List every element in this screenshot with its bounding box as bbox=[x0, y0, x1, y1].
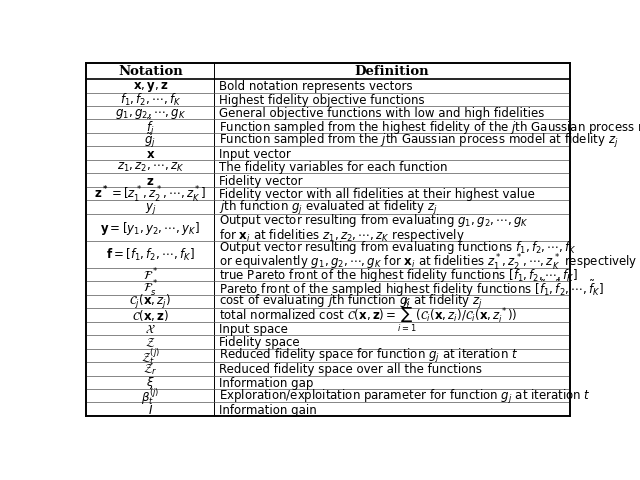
Text: $\mathcal{Z}$: $\mathcal{Z}$ bbox=[145, 336, 156, 348]
Text: $\beta_t^{(j)}$: $\beta_t^{(j)}$ bbox=[141, 385, 159, 406]
Text: Highest fidelity objective functions: Highest fidelity objective functions bbox=[219, 94, 424, 107]
Text: $y_j$: $y_j$ bbox=[145, 200, 156, 215]
Text: General objective functions with low and high fidelities: General objective functions with low and… bbox=[219, 107, 545, 120]
Text: $\mathcal{F}_s^*$: $\mathcal{F}_s^*$ bbox=[143, 278, 158, 299]
Text: $\tilde{f}_j$: $\tilde{f}_j$ bbox=[146, 116, 154, 138]
Text: $\mathrm{Reduced\ fidelity\ space\ for\ function\ }g_j\mathrm{\ at\ iteration\ }: $\mathrm{Reduced\ fidelity\ space\ for\ … bbox=[219, 347, 518, 364]
Text: $\mathrm{for\ }\mathbf{x}_i\mathrm{\ at\ fidelities\ }z_1, z_2, \cdots, z_K\math: $\mathrm{for\ }\mathbf{x}_i\mathrm{\ at\… bbox=[219, 227, 465, 243]
Text: Fidelity vector with all fidelities at their highest value: Fidelity vector with all fidelities at t… bbox=[219, 188, 535, 201]
Text: Bold notation represents vectors: Bold notation represents vectors bbox=[219, 80, 413, 93]
Text: $\tilde{g}_j$: $\tilde{g}_j$ bbox=[145, 131, 156, 150]
Text: The fidelity variables for each function: The fidelity variables for each function bbox=[219, 161, 447, 174]
Text: $\mathrm{Function\ sampled\ from\ the\ }j\mathrm{th\ Gaussian\ process\ model\ a: $\mathrm{Function\ sampled\ from\ the\ }… bbox=[219, 132, 618, 149]
Text: $\mathrm{Output\ vector\ resulting\ from\ evaluating\ }g_1, g_2, \cdots, g_K$: $\mathrm{Output\ vector\ resulting\ from… bbox=[219, 212, 529, 229]
Text: $\mathbf{z}$: $\mathbf{z}$ bbox=[146, 174, 154, 187]
Text: $\mathbf{y} = [y_1, y_2, \cdots, y_K]$: $\mathbf{y} = [y_1, y_2, \cdots, y_K]$ bbox=[100, 219, 200, 236]
Text: Fidelity vector: Fidelity vector bbox=[219, 174, 303, 187]
Text: $\xi$: $\xi$ bbox=[146, 374, 155, 390]
Text: Fidelity space: Fidelity space bbox=[219, 336, 300, 348]
Text: Reduced fidelity space over all the functions: Reduced fidelity space over all the func… bbox=[219, 362, 482, 375]
Text: Definition: Definition bbox=[355, 65, 429, 78]
Text: $\mathrm{or\ equivalently\ }g_1, g_2, \cdots, g_K\mathrm{\ for\ }\mathbf{x}_i\ma: $\mathrm{or\ equivalently\ }g_1, g_2, \c… bbox=[219, 252, 637, 272]
Text: $\mathrm{Function\ sampled\ from\ the\ highest\ fidelity\ of\ the\ }j\mathrm{th\: $\mathrm{Function\ sampled\ from\ the\ h… bbox=[219, 119, 640, 135]
Text: $z_1, z_2, \cdots, z_K$: $z_1, z_2, \cdots, z_K$ bbox=[116, 161, 184, 174]
Text: $g_1, g_2, \cdots, g_K$: $g_1, g_2, \cdots, g_K$ bbox=[115, 107, 186, 120]
Text: $\mathrm{total\ normalized\ cost\ }\mathcal{C}(\mathbf{x}, \mathbf{z}) = \sum_{i: $\mathrm{total\ normalized\ cost\ }\math… bbox=[219, 296, 517, 334]
Text: Input vector: Input vector bbox=[219, 147, 291, 160]
Text: $\mathrm{Pareto\ front\ of\ the\ sampled\ highest\ fidelity\ functions\ }[\tilde: $\mathrm{Pareto\ front\ of\ the\ sampled… bbox=[219, 278, 604, 299]
Text: $\mathrm{true\ Pareto\ front\ of\ the\ highest\ fidelity\ functions\ }[f_1, f_2,: $\mathrm{true\ Pareto\ front\ of\ the\ h… bbox=[219, 266, 578, 283]
Text: $\mathcal{X}$: $\mathcal{X}$ bbox=[145, 322, 156, 335]
Text: $\mathbf{f} = [f_1, f_2, \cdots, f_K]$: $\mathbf{f} = [f_1, f_2, \cdots, f_K]$ bbox=[106, 247, 195, 263]
Text: $\mathcal{Z}_r$: $\mathcal{Z}_r$ bbox=[143, 362, 157, 376]
Text: $\mathcal{F}^*$: $\mathcal{F}^*$ bbox=[143, 266, 158, 283]
Text: $f_1, f_2, \cdots, f_K$: $f_1, f_2, \cdots, f_K$ bbox=[120, 92, 181, 108]
Text: $\mathrm{cost\ of\ evaluating\ }j\mathrm{th\ function\ }g_j\mathrm{\ at\ fidelit: $\mathrm{cost\ of\ evaluating\ }j\mathrm… bbox=[219, 293, 483, 311]
Text: $\mathcal{Z}_t^{(j)}$: $\mathcal{Z}_t^{(j)}$ bbox=[141, 345, 160, 366]
Text: Input space: Input space bbox=[219, 322, 288, 335]
Text: Notation: Notation bbox=[118, 65, 182, 78]
Text: $j\mathrm{th\ function\ }g_j\mathrm{\ evaluated\ at\ fidelity\ }z_j$: $j\mathrm{th\ function\ }g_j\mathrm{\ ev… bbox=[219, 199, 438, 216]
Text: Information gain: Information gain bbox=[219, 403, 317, 416]
Text: $\mathbf{x},\mathbf{ y},\mathbf{ z}$: $\mathbf{x},\mathbf{ y},\mathbf{ z}$ bbox=[132, 80, 168, 94]
Text: $I$: $I$ bbox=[148, 403, 153, 416]
Text: $\mathrm{Exploration/exploitation\ parameter\ for\ function\ }g_j\mathrm{\ at\ i: $\mathrm{Exploration/exploitation\ param… bbox=[219, 387, 591, 405]
Text: Information gap: Information gap bbox=[219, 376, 314, 389]
Text: $\mathrm{Output\ vector\ resulting\ from\ evaluating\ functions\ }f_1, f_2, \cdo: $\mathrm{Output\ vector\ resulting\ from… bbox=[219, 239, 577, 256]
Text: $\mathbf{x}$: $\mathbf{x}$ bbox=[145, 147, 155, 160]
Text: $\mathcal{C}_j(\mathbf{x}, z_j)$: $\mathcal{C}_j(\mathbf{x}, z_j)$ bbox=[129, 293, 172, 311]
Text: $\mathcal{C}(\mathbf{x}, \mathbf{z})$: $\mathcal{C}(\mathbf{x}, \mathbf{z})$ bbox=[132, 308, 169, 323]
Text: $\mathbf{z^*} = [z_1^*, z_2^*, \cdots, z_K^*]$: $\mathbf{z^*} = [z_1^*, z_2^*, \cdots, z… bbox=[94, 184, 207, 204]
